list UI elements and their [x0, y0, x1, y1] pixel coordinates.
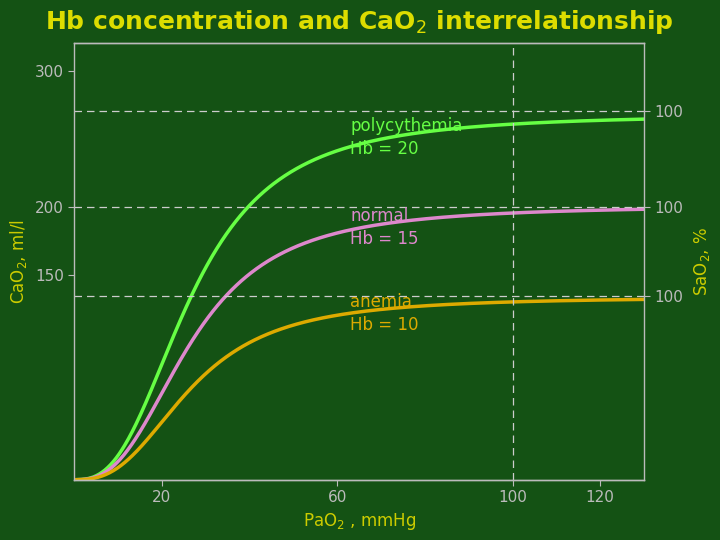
Y-axis label: SaO$_2$, %: SaO$_2$, % [692, 227, 711, 296]
Text: normal
Hb = 15: normal Hb = 15 [351, 207, 419, 248]
Text: polycythemia
Hb = 20: polycythemia Hb = 20 [351, 117, 463, 158]
Text: anemia
Hb = 10: anemia Hb = 10 [351, 293, 419, 334]
Y-axis label: CaO$_2$, ml/l: CaO$_2$, ml/l [9, 219, 30, 304]
X-axis label: PaO$_2$ , mmHg: PaO$_2$ , mmHg [302, 511, 415, 532]
Title: Hb concentration and CaO$_2$ interrelationship: Hb concentration and CaO$_2$ interrelati… [45, 8, 673, 36]
